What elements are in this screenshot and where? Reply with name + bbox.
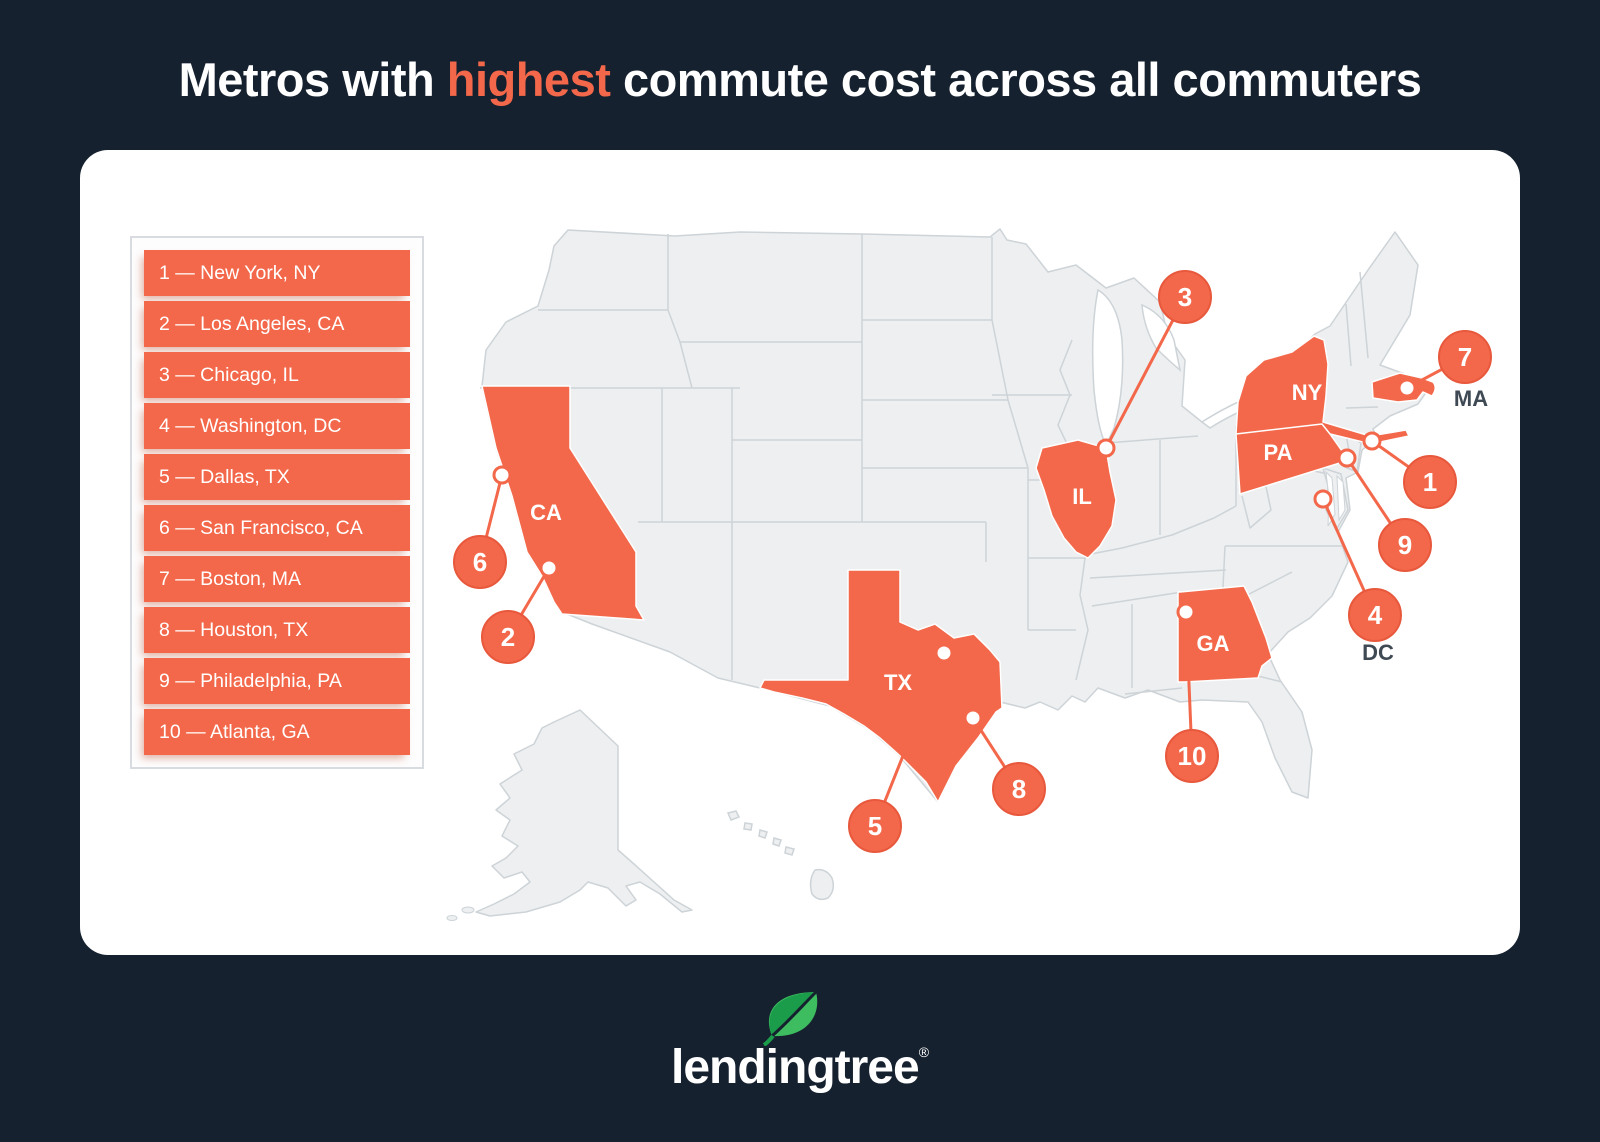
callout-circle-2 bbox=[481, 610, 535, 664]
title-suffix: commute cost across all commuters bbox=[622, 53, 1422, 106]
leaf-icon bbox=[762, 990, 818, 1046]
city-dot-atlanta bbox=[1176, 602, 1196, 622]
callout-number-1: 1 bbox=[1423, 467, 1437, 497]
logo-wordmark: lendingtree bbox=[670, 1041, 920, 1094]
us-map: CA TX IL GA NY PA bbox=[430, 210, 1510, 950]
callout-circle-6 bbox=[453, 535, 507, 589]
callout-number-4: 4 bbox=[1368, 600, 1383, 630]
callout-circle-7 bbox=[1438, 330, 1492, 384]
state-label-ca: CA bbox=[530, 500, 562, 525]
rank-item-2: 2 — Los Angeles, CA bbox=[144, 301, 410, 347]
page-title: Metros with highest commute cost across … bbox=[0, 52, 1600, 107]
state-california bbox=[481, 385, 645, 621]
city-dot-washington-dc bbox=[1313, 489, 1333, 509]
callout-circle-9 bbox=[1378, 518, 1432, 572]
callout-number-3: 3 bbox=[1178, 282, 1192, 312]
callout-circle-5 bbox=[848, 799, 902, 853]
city-dots bbox=[492, 378, 1417, 728]
state-label-ga: GA bbox=[1197, 631, 1230, 656]
area-label-dc: DC bbox=[1362, 640, 1394, 665]
state-alaska bbox=[475, 709, 693, 917]
state-label-ny: NY bbox=[1292, 380, 1323, 405]
callout-number-9: 9 bbox=[1398, 530, 1412, 560]
city-dot-new-york bbox=[1362, 431, 1382, 451]
callout-number-7: 7 bbox=[1458, 342, 1472, 372]
rank-item-3: 3 — Chicago, IL bbox=[144, 352, 410, 398]
title-prefix: Metros with bbox=[178, 53, 435, 106]
callout-circle-3 bbox=[1158, 270, 1212, 324]
title-highlight: highest bbox=[446, 53, 611, 106]
lendingtree-logo: lendingtree® bbox=[0, 990, 1600, 1095]
rank-item-5: 5 — Dallas, TX bbox=[144, 454, 410, 500]
rank-item-4: 4 — Washington, DC bbox=[144, 403, 410, 449]
rank-item-10: 10 — Atlanta, GA bbox=[144, 709, 410, 755]
aleutian-island bbox=[446, 915, 458, 921]
city-dot-chicago bbox=[1096, 438, 1116, 458]
rank-item-6: 6 — San Francisco, CA bbox=[144, 505, 410, 551]
state-new-york bbox=[1235, 335, 1410, 445]
callout-circle-1 bbox=[1403, 455, 1457, 509]
callout-circles: 1 2 3 4 5 6 7 8 9 10 bbox=[453, 270, 1492, 853]
rank-item-7: 7 — Boston, MA bbox=[144, 556, 410, 602]
state-label-tx: TX bbox=[884, 670, 912, 695]
infographic-card: 1 — New York, NY 2 — Los Angeles, CA 3 —… bbox=[80, 150, 1520, 955]
callout-number-5: 5 bbox=[868, 811, 882, 841]
callout-number-10: 10 bbox=[1178, 741, 1207, 771]
metro-ranking-list: 1 — New York, NY 2 — Los Angeles, CA 3 —… bbox=[130, 236, 424, 769]
state-georgia bbox=[1177, 585, 1273, 683]
lake-huron bbox=[1141, 303, 1182, 372]
callout-number-2: 2 bbox=[501, 622, 515, 652]
callout-circle-8 bbox=[992, 762, 1046, 816]
callout-number-8: 8 bbox=[1012, 774, 1026, 804]
city-dot-dallas bbox=[934, 643, 954, 663]
callout-number-6: 6 bbox=[473, 547, 487, 577]
city-dot-philadelphia bbox=[1337, 448, 1357, 468]
aleutian-island bbox=[461, 906, 475, 914]
callout-circle-10 bbox=[1165, 729, 1219, 783]
registered-trademark: ® bbox=[918, 1044, 930, 1060]
city-dot-san-francisco bbox=[492, 465, 512, 485]
area-label-ma: MA bbox=[1454, 386, 1488, 411]
state-texas bbox=[759, 569, 1003, 803]
city-dot-houston bbox=[963, 708, 983, 728]
callout-circle-4 bbox=[1348, 588, 1402, 642]
rank-item-1: 1 — New York, NY bbox=[144, 250, 410, 296]
rank-item-9: 9 — Philadelphia, PA bbox=[144, 658, 410, 704]
state-label-pa: PA bbox=[1264, 440, 1293, 465]
state-label-il: IL bbox=[1072, 484, 1092, 509]
rank-item-8: 8 — Houston, TX bbox=[144, 607, 410, 653]
city-dot-los-angeles bbox=[539, 558, 559, 578]
state-hawaii bbox=[726, 810, 835, 901]
us-map-svg: CA TX IL GA NY PA bbox=[446, 228, 1492, 921]
city-dot-boston bbox=[1397, 378, 1417, 398]
